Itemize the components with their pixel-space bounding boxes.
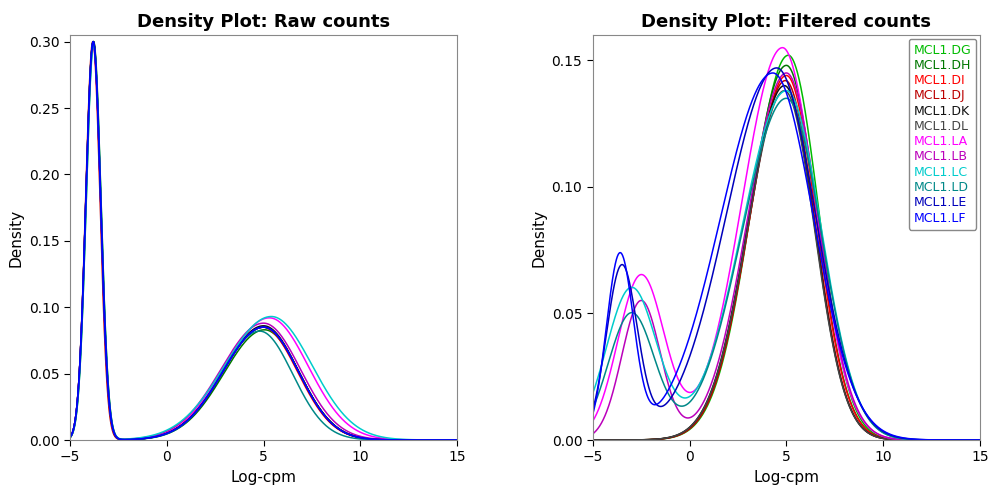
MCL1.LC <box>784 90 796 96</box>
Line: MCL1.LA: MCL1.LA <box>573 48 1000 440</box>
MCL1.DL <box>590 437 602 443</box>
MCL1.DJ <box>779 78 791 84</box>
MCL1.LF <box>784 102 796 108</box>
MCL1.DG <box>590 437 602 443</box>
Line: MCL1.LF: MCL1.LF <box>573 73 1000 440</box>
Title: Density Plot: Raw counts: Density Plot: Raw counts <box>137 12 390 30</box>
MCL1.DG <box>918 437 930 443</box>
Line: MCL1.LC: MCL1.LC <box>573 90 1000 440</box>
MCL1.DG <box>772 66 784 72</box>
MCL1.LA <box>590 412 602 418</box>
Legend: MCL1.DG, MCL1.DH, MCL1.DI, MCL1.DJ, MCL1.DK, MCL1.DL, MCL1.LA, MCL1.LB, MCL1.LC,: MCL1.DG, MCL1.DH, MCL1.DI, MCL1.DJ, MCL1… <box>908 39 976 230</box>
MCL1.DK <box>590 437 602 443</box>
MCL1.LA <box>567 434 579 440</box>
MCL1.LF <box>772 74 784 80</box>
MCL1.LC <box>780 88 792 94</box>
MCL1.LA <box>772 47 784 53</box>
MCL1.DI <box>780 72 792 78</box>
MCL1.DI <box>567 437 579 443</box>
MCL1.LD <box>780 96 792 102</box>
Line: MCL1.LE: MCL1.LE <box>573 68 1000 440</box>
MCL1.LB <box>772 78 784 84</box>
MCL1.LF <box>767 70 779 76</box>
MCL1.LC <box>567 426 579 432</box>
MCL1.DJ <box>772 84 784 90</box>
MCL1.LE <box>567 436 579 442</box>
MCL1.DJ <box>567 437 579 443</box>
MCL1.DL <box>918 437 930 443</box>
MCL1.DI <box>590 437 602 443</box>
Line: MCL1.LD: MCL1.LD <box>573 98 1000 440</box>
Y-axis label: Density: Density <box>531 208 546 266</box>
MCL1.DK <box>778 82 790 88</box>
MCL1.DK <box>784 89 796 95</box>
MCL1.DH <box>567 437 579 443</box>
X-axis label: Log-cpm: Log-cpm <box>753 470 819 485</box>
Line: MCL1.DI: MCL1.DI <box>573 76 1000 440</box>
MCL1.DI <box>784 76 796 82</box>
MCL1.LB <box>780 70 792 76</box>
MCL1.DH <box>780 62 792 68</box>
Line: MCL1.DJ: MCL1.DJ <box>573 80 1000 440</box>
MCL1.LD <box>784 98 796 103</box>
Title: Density Plot: Filtered counts: Density Plot: Filtered counts <box>641 12 931 30</box>
MCL1.LF <box>567 436 579 442</box>
Line: MCL1.DH: MCL1.DH <box>573 66 1000 440</box>
MCL1.LE <box>771 65 783 71</box>
MCL1.LD <box>567 432 579 438</box>
MCL1.DL <box>772 93 784 99</box>
MCL1.DH <box>784 66 796 71</box>
MCL1.LE <box>918 436 930 442</box>
MCL1.LE <box>772 65 784 71</box>
MCL1.DL <box>778 88 790 94</box>
Line: MCL1.DL: MCL1.DL <box>573 90 1000 440</box>
MCL1.DH <box>918 437 930 443</box>
X-axis label: Log-cpm: Log-cpm <box>231 470 297 485</box>
MCL1.LD <box>772 101 784 107</box>
Line: MCL1.LB: MCL1.LB <box>573 73 1000 440</box>
MCL1.DI <box>918 437 930 443</box>
MCL1.DH <box>590 437 602 443</box>
MCL1.DK <box>567 437 579 443</box>
MCL1.DG <box>784 53 796 59</box>
MCL1.DJ <box>918 437 930 443</box>
MCL1.DJ <box>784 82 796 88</box>
MCL1.DL <box>567 437 579 443</box>
MCL1.LB <box>784 72 796 78</box>
MCL1.LD <box>918 437 930 443</box>
MCL1.DI <box>772 82 784 87</box>
MCL1.LB <box>567 436 579 442</box>
MCL1.DK <box>918 437 930 443</box>
Line: MCL1.DK: MCL1.DK <box>573 86 1000 440</box>
MCL1.LE <box>784 86 796 92</box>
MCL1.LA <box>777 44 789 51</box>
Y-axis label: Density: Density <box>8 208 23 266</box>
MCL1.DG <box>782 52 794 59</box>
MCL1.LC <box>918 437 930 443</box>
Line: MCL1.DG: MCL1.DG <box>573 56 1000 440</box>
MCL1.DG <box>567 437 579 443</box>
MCL1.LC <box>590 380 602 386</box>
MCL1.LC <box>772 94 784 100</box>
MCL1.DJ <box>590 437 602 443</box>
MCL1.LB <box>918 437 930 443</box>
MCL1.LF <box>590 396 602 402</box>
MCL1.LF <box>918 436 930 442</box>
MCL1.DL <box>784 94 796 100</box>
MCL1.LB <box>590 428 602 434</box>
MCL1.DH <box>772 72 784 78</box>
MCL1.LA <box>784 55 796 61</box>
MCL1.LE <box>590 393 602 399</box>
MCL1.LA <box>918 437 930 443</box>
MCL1.DK <box>772 88 784 94</box>
MCL1.LD <box>590 397 602 403</box>
